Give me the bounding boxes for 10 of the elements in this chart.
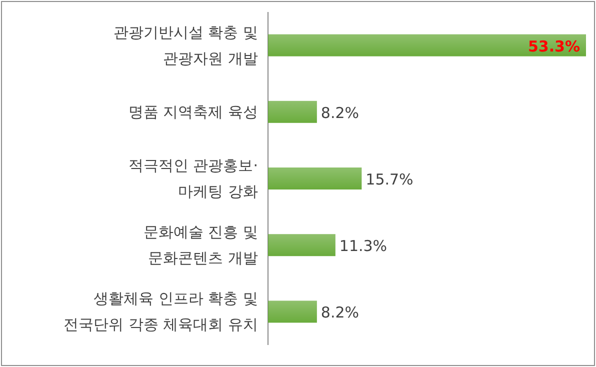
data-label: 15.7% [366, 170, 414, 188]
y-tick-label: 적극적인 관광홍보· 마케팅 강화 [128, 156, 258, 200]
data-label: 8.2% [320, 104, 360, 122]
data-label: 11.3% [339, 237, 388, 256]
data-label: 53.3% [528, 37, 580, 56]
y-tick-label: 생활체육 인프라 확충 및 전국단위 각종 체육대회 유치 [64, 290, 258, 334]
y-tick-label: 관광기반시설 확충 및 관광자원 개발 [113, 23, 258, 68]
y-tick-label: 문화예술 진흥 및 문화콘텐츠 개발 [143, 223, 258, 268]
data-label: 8.2% [320, 304, 360, 322]
y-tick-label: 명품 지역축제 육성 [128, 102, 258, 121]
